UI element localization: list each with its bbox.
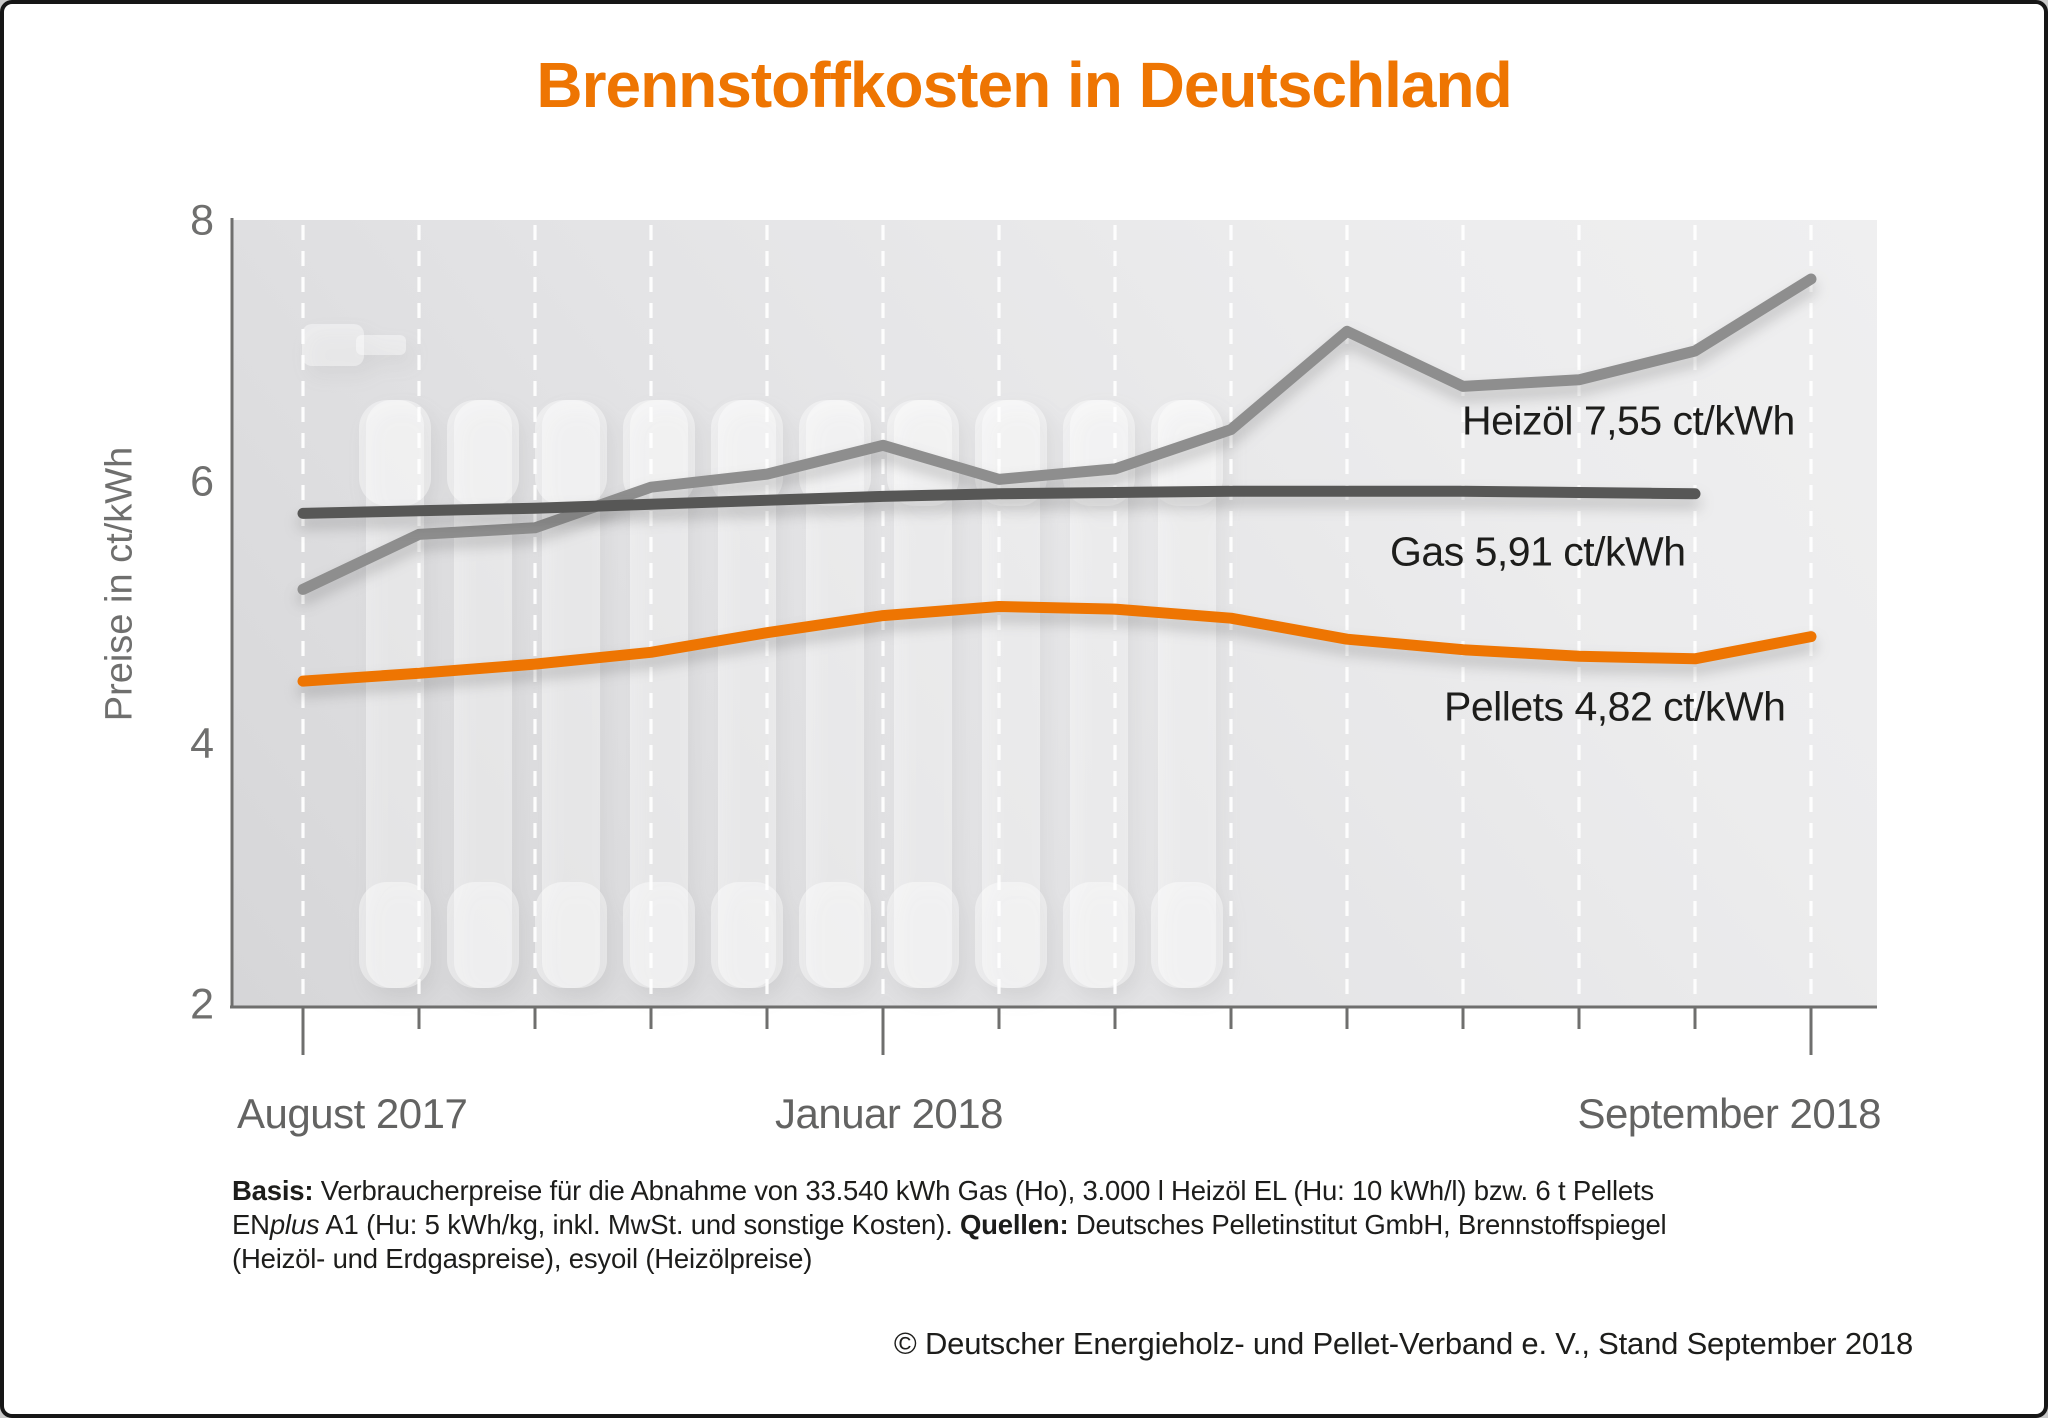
- x-label-januar-2018: Januar 2018: [774, 1090, 1004, 1137]
- radiator-watermark: [302, 324, 1223, 988]
- x-label-august-2017: August 2017: [237, 1090, 468, 1137]
- x-label-september-2018: September 2018: [1577, 1090, 1881, 1137]
- plot-background: [232, 220, 1877, 1007]
- copyright-text: © Deutscher Energieholz- und Pellet-Verb…: [893, 1326, 1913, 1361]
- footnote-text: Basis: Verbraucherpreise für die Abnahme…: [232, 1175, 1667, 1274]
- page-title: Brennstoffkosten in Deutschland: [536, 49, 1512, 121]
- heizoel-series-label: Heizöl 7,55 ct/kWh: [1462, 397, 1795, 444]
- chart-canvas: [230, 218, 1877, 1055]
- axes: [230, 218, 1877, 1055]
- gas-series-label: Gas 5,91 ct/kWh: [1390, 528, 1686, 575]
- month-gridlines: [301, 225, 1813, 1003]
- gas-line: [297, 485, 1701, 519]
- pellets-line: [297, 601, 1817, 687]
- y-tick-4: 4: [190, 719, 214, 768]
- heizoel-line: [297, 273, 1817, 595]
- y-tick-8: 8: [190, 196, 214, 245]
- y-tick-2: 2: [190, 980, 214, 1029]
- y-tick-6: 6: [190, 457, 214, 506]
- pellets-series-label: Pellets 4,82 ct/kWh: [1444, 683, 1786, 730]
